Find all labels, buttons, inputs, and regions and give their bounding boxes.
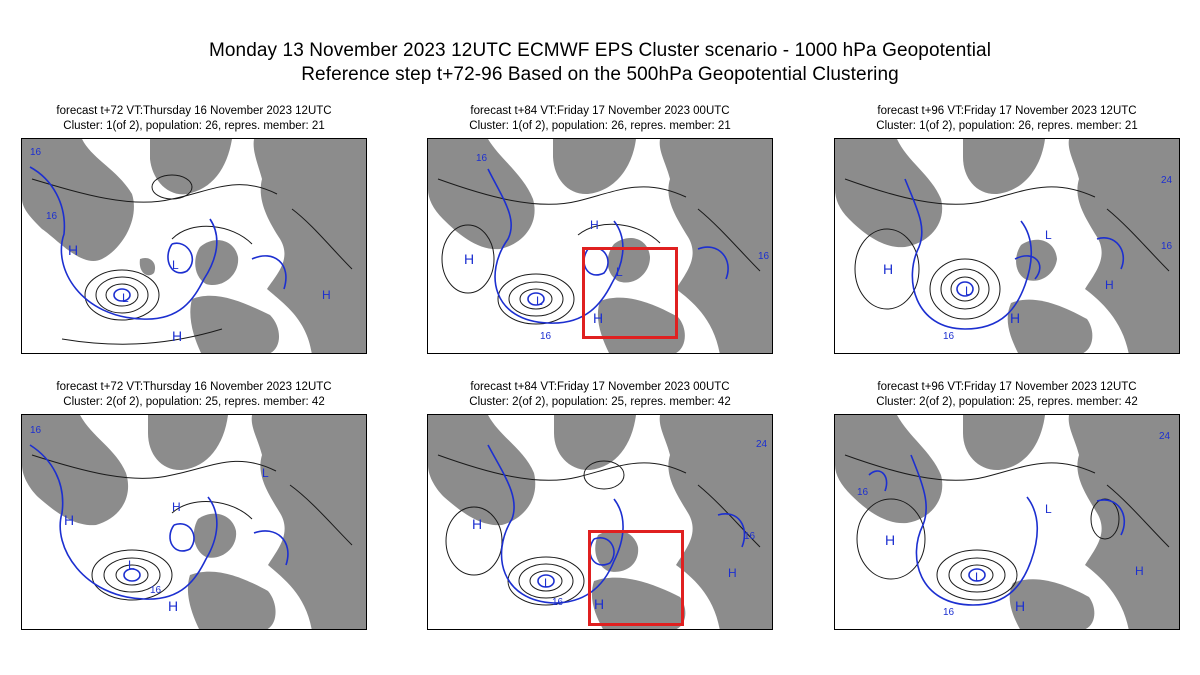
- panel-forecast-label: forecast t+72 VT:Thursday 16 November 20…: [56, 105, 332, 117]
- geopotential-map: H H L H 16 16 24: [427, 414, 773, 630]
- panel-forecast-label: forecast t+84 VT:Friday 17 November 2023…: [470, 381, 730, 393]
- isobar-16: [29, 166, 287, 320]
- low-pressure-label: L: [544, 576, 551, 590]
- high-pressure-label: H: [68, 242, 78, 258]
- high-pressure-label: H: [1015, 598, 1025, 614]
- geopotential-map: H H L L H 16 16 16: [427, 138, 773, 354]
- isobar-value-label: 16: [758, 251, 770, 262]
- high-pressure-label: H: [464, 251, 474, 267]
- isobar-value-label: 16: [46, 211, 58, 222]
- high-pressure-label: H: [172, 328, 182, 344]
- isobar-value-label: 16: [857, 487, 869, 498]
- geopotential-map: H H L L H 16 16 24: [834, 414, 1180, 630]
- panel-forecast-label: forecast t+96 VT:Friday 17 November 2023…: [877, 105, 1137, 117]
- map-panel-cluster2-t84: forecast t+84 VT:Friday 17 November 2023…: [427, 380, 773, 630]
- isobar-16: [904, 178, 1124, 330]
- land-masses: [835, 415, 1179, 629]
- panel-cluster-label: Cluster: 2(of 2), population: 25, repres…: [876, 396, 1138, 408]
- isobar-value-label: 16: [943, 331, 955, 342]
- low-pressure-label: L: [262, 466, 269, 480]
- isobar-16: [868, 454, 1126, 606]
- high-pressure-label: H: [322, 288, 331, 302]
- panel-cluster-label: Cluster: 1(of 2), population: 26, repres…: [63, 120, 325, 132]
- panel-forecast-label: forecast t+96 VT:Friday 17 November 2023…: [877, 381, 1137, 393]
- highlight-box: [588, 530, 684, 626]
- low-pressure-label: L: [616, 265, 623, 279]
- land-masses: [835, 139, 1179, 353]
- isobar-value-label: 24: [1161, 175, 1173, 186]
- geopotential-map: H H L L H 16 16 24: [834, 138, 1180, 354]
- isobars: [844, 454, 1170, 601]
- high-pressure-label: H: [883, 261, 893, 277]
- panel-cluster-label: Cluster: 1(of 2), population: 26, repres…: [876, 120, 1138, 132]
- high-pressure-label: H: [885, 532, 895, 548]
- high-pressure-label: H: [64, 512, 74, 528]
- isobar-value-label: 16: [943, 607, 955, 618]
- isobar-value-label: 16: [150, 585, 162, 596]
- low-pressure-label: L: [172, 258, 179, 272]
- map-panel-cluster2-t96: forecast t+96 VT:Friday 17 November 2023…: [834, 380, 1180, 630]
- map-panel-cluster1-t84: forecast t+84 VT:Friday 17 November 2023…: [427, 104, 773, 354]
- isobars: [437, 454, 761, 606]
- isobar-value-label: 16: [1161, 241, 1173, 252]
- map-panel-cluster1-t72: forecast t+72 VT:Thursday 16 November 20…: [21, 104, 367, 354]
- land-masses: [22, 415, 366, 629]
- high-pressure-label: H: [1010, 310, 1020, 326]
- high-pressure-label: H: [168, 598, 178, 614]
- high-pressure-label: H: [172, 500, 181, 514]
- isobars: [437, 178, 761, 325]
- land-masses: [428, 415, 772, 629]
- map-panel-cluster1-t96: forecast t+96 VT:Friday 17 November 2023…: [834, 104, 1180, 354]
- map-panel-cluster2-t72: forecast t+72 VT:Thursday 16 November 20…: [21, 380, 367, 630]
- low-pressure-label: L: [536, 294, 543, 308]
- isobar-value-label: 16: [744, 531, 756, 542]
- isobar-16: [29, 444, 289, 600]
- low-pressure-label: L: [128, 558, 135, 572]
- highlight-box: [582, 247, 678, 339]
- high-pressure-label: H: [1135, 564, 1144, 578]
- panel-cluster-label: Cluster: 2(of 2), population: 25, repres…: [469, 396, 731, 408]
- panel-cluster-label: Cluster: 1(of 2), population: 26, repres…: [469, 120, 731, 132]
- low-pressure-label: L: [965, 284, 972, 298]
- panel-cluster-label: Cluster: 2(of 2), population: 25, repres…: [63, 396, 325, 408]
- isobars: [844, 178, 1170, 320]
- low-pressure-label: L: [1045, 502, 1052, 516]
- isobar-value-label: 16: [552, 597, 564, 608]
- main-title-line-2: Reference step t+72-96 Based on the 500h…: [301, 64, 899, 85]
- isobar-value-label: 16: [30, 425, 42, 436]
- panel-forecast-label: forecast t+72 VT:Thursday 16 November 20…: [56, 381, 332, 393]
- high-pressure-label: H: [594, 596, 604, 612]
- high-pressure-label: H: [593, 310, 603, 326]
- geopotential-map: H H L L 16 16 H: [21, 138, 367, 354]
- isobar-value-label: 24: [756, 439, 768, 450]
- isobar-value-label: 24: [1159, 431, 1171, 442]
- main-title-line-1: Monday 13 November 2023 12UTC ECMWF EPS …: [208, 40, 992, 61]
- high-pressure-label: H: [728, 566, 737, 580]
- low-pressure-label: L: [975, 570, 982, 584]
- isobar-value-label: 16: [30, 147, 42, 158]
- isobar-value-label: 16: [476, 153, 488, 164]
- geopotential-map: H H L L H 16 16: [21, 414, 367, 630]
- land-masses: [22, 139, 366, 353]
- low-pressure-label: L: [1045, 228, 1052, 242]
- high-pressure-label: H: [1105, 278, 1114, 292]
- low-pressure-label: L: [122, 291, 129, 305]
- isobar-value-label: 16: [540, 331, 552, 342]
- panel-forecast-label: forecast t+84 VT:Friday 17 November 2023…: [470, 105, 730, 117]
- isobars: [31, 174, 353, 345]
- high-pressure-label: H: [472, 516, 482, 532]
- high-pressure-label: H: [590, 218, 599, 232]
